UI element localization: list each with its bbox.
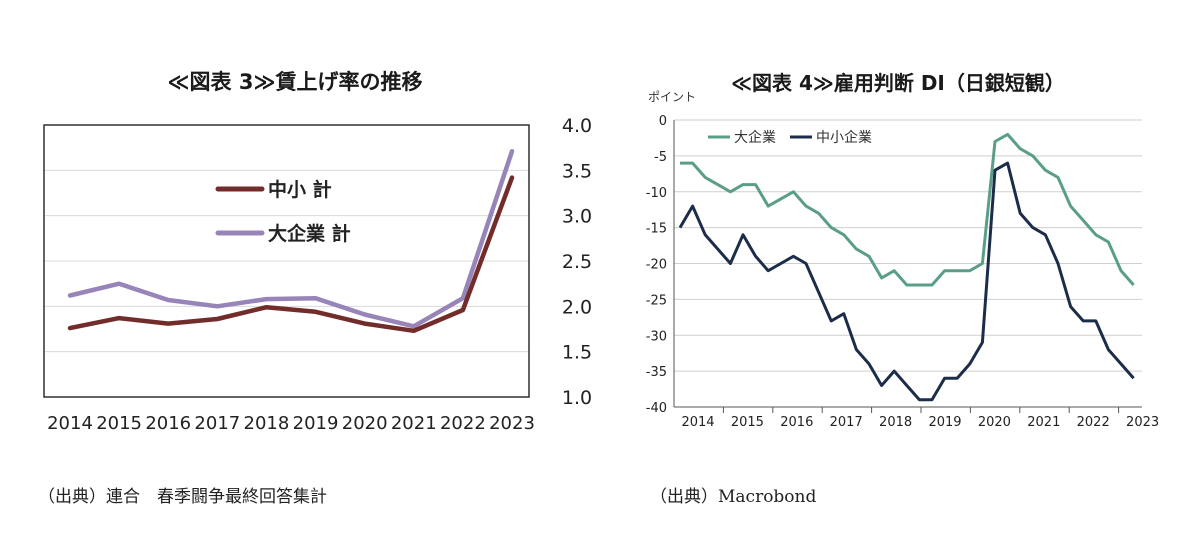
x-tick-label: 2019: [293, 413, 339, 434]
x-tick-label: 2015: [731, 415, 764, 430]
y-tick-label: -35: [646, 365, 667, 380]
y-tick-label: 3.0: [562, 206, 592, 228]
x-tick-label: 2021: [391, 413, 437, 434]
x-tick-label: 2015: [96, 413, 142, 434]
y-tick-label: -10: [646, 186, 667, 201]
y-tick-label: -20: [646, 258, 667, 273]
y-tick-label: 2.5: [562, 251, 592, 273]
y-tick-label: 0: [659, 114, 667, 129]
chart-title: ≪図表 4≫雇用判断 DI（日銀短観）: [731, 71, 1065, 95]
y-tick-label: 1.0: [562, 387, 592, 409]
y-tick-label: -5: [654, 150, 667, 165]
y-tick-label: -40: [646, 401, 667, 416]
series-line: [678, 161, 1135, 402]
y-tick-label: -30: [646, 329, 667, 344]
x-tick-label: 2022: [440, 413, 486, 434]
legend-label: 中小 計: [268, 178, 332, 201]
x-tick-label: 2021: [1027, 415, 1060, 430]
x-tick-label: 2023: [1126, 415, 1159, 430]
x-tick-label: 2016: [780, 415, 813, 430]
series-line: [67, 149, 515, 329]
x-tick-label: 2016: [145, 413, 191, 434]
employment-di-chart: ≪図表 4≫雇用判断 DI（日銀短観） ポイント 0 -5 -10 -15 -20 -25 -3…: [646, 71, 1159, 430]
legend-label: 大企業 計: [268, 222, 351, 245]
y-tick-label: -25: [646, 293, 667, 308]
x-tick-label: 2022: [1077, 415, 1110, 430]
x-tick-label: 2018: [879, 415, 912, 430]
source-note-right: （出典）Macrobond: [650, 487, 817, 507]
y-tick-label: 3.5: [562, 160, 592, 182]
x-tick-label: 2017: [194, 413, 240, 434]
x-tick-label: 2017: [830, 415, 863, 430]
y-tick-label: 2.0: [562, 296, 592, 318]
x-tick-label: 2020: [342, 413, 388, 434]
x-tick-label: 2014: [47, 413, 93, 434]
y-tick-label: 1.5: [562, 342, 592, 364]
y-tick-label: 4.0: [562, 115, 592, 137]
series-line: [680, 132, 1135, 287]
y-tick-label: -15: [646, 222, 667, 237]
x-tick-label: 2020: [978, 415, 1011, 430]
x-tick-label: 2018: [244, 413, 290, 434]
x-tick-label: 2014: [681, 415, 714, 430]
legend-label: 中小企業: [816, 129, 872, 146]
chart-title: ≪図表 3≫賃上げ率の推移: [168, 70, 423, 94]
x-tick-label: 2023: [489, 413, 535, 434]
legend-background: [700, 124, 940, 152]
legend-label: 大企業: [734, 129, 776, 146]
y-axis-unit: ポイント: [648, 90, 696, 104]
plot-frame: [43, 124, 530, 398]
x-tick-label: 2019: [928, 415, 961, 430]
series-line: [67, 175, 515, 334]
source-note-left: （出典）連合 春季闘争最終回答集計: [38, 487, 327, 507]
